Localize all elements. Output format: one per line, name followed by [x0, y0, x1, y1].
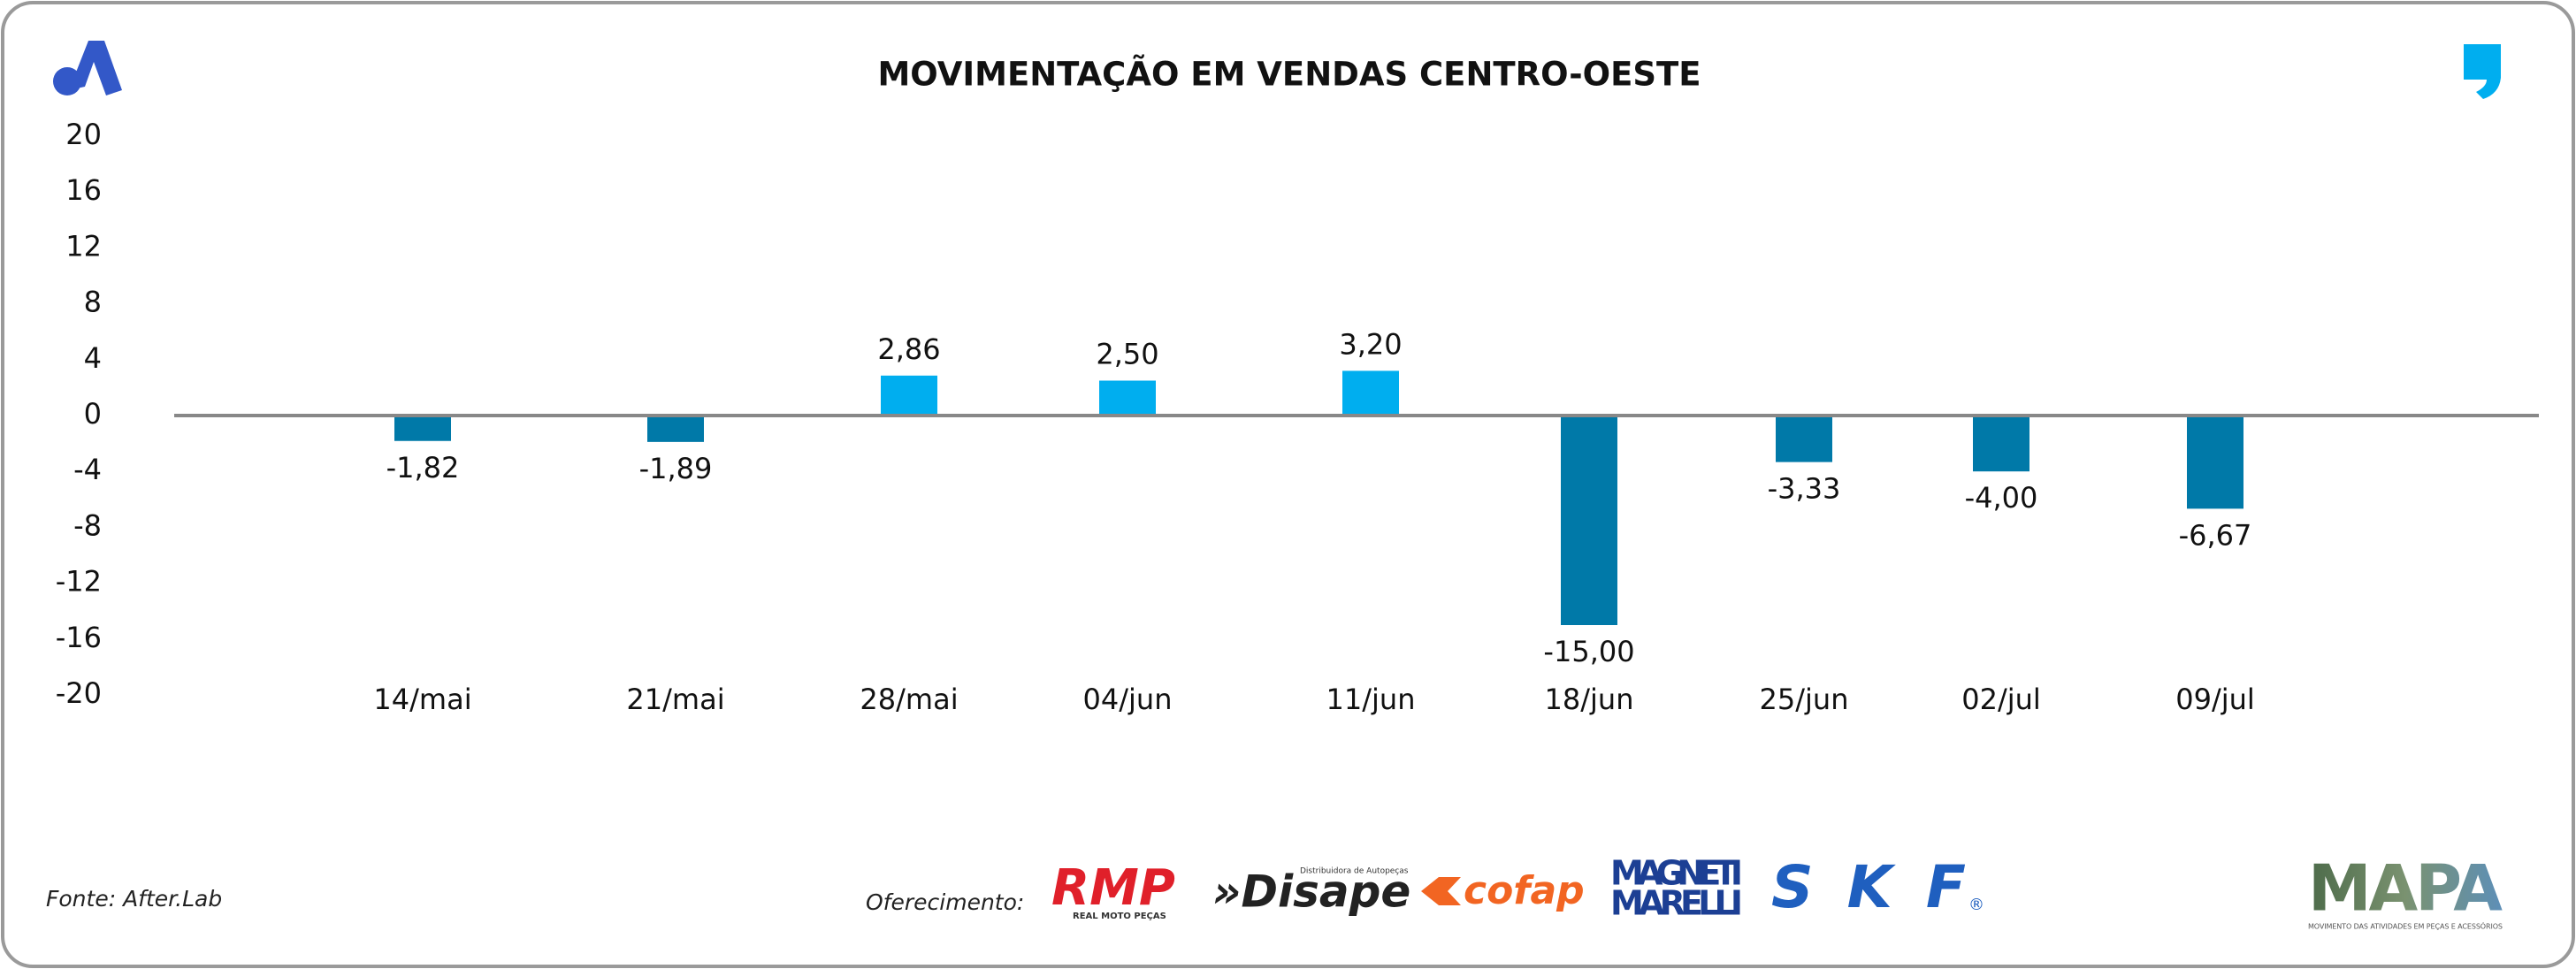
y-tick-label: 4	[84, 341, 102, 375]
sponsor-logo-sub: REAL MOTO PEÇAS	[1073, 912, 1166, 921]
value-label: -1,89	[639, 452, 713, 485]
x-tick-label: 04/jun	[1083, 683, 1173, 716]
value-label: -3,33	[1768, 472, 1841, 506]
y-tick-label: -20	[56, 676, 102, 710]
y-tick-label: -8	[73, 508, 102, 542]
sponsor-logo: »Disape	[1212, 866, 1410, 918]
bar	[2187, 416, 2243, 509]
x-tick-label: 14/mai	[373, 683, 471, 716]
source: Fonte: After.Lab	[46, 886, 222, 912]
value-label: -6,67	[2179, 518, 2252, 552]
y-tick-label: 12	[65, 229, 102, 263]
y-tick-label: -16	[56, 621, 102, 654]
bar	[881, 375, 937, 416]
value-label: -1,82	[386, 451, 460, 484]
sponsor-logo: RMP	[1051, 859, 1175, 917]
value-label: -4,00	[1965, 481, 2038, 515]
y-tick-label: 0	[84, 397, 102, 431]
bar	[1099, 380, 1156, 416]
sponsor-logo: MAGNETI	[1610, 854, 1743, 893]
sponsor-logo-mark: ®	[1968, 896, 1984, 914]
sponsor-logo: cofap	[1464, 868, 1585, 913]
y-tick-label: 8	[84, 286, 102, 319]
bar	[647, 416, 704, 442]
chart-title: MOVIMENTAÇÃO EM VENDAS CENTRO-OESTE	[877, 55, 1701, 94]
x-tick-label: 09/jul	[2175, 683, 2255, 716]
sponsor-logo: SKF	[1771, 853, 1966, 921]
bar	[394, 416, 451, 441]
value-label: 2,50	[1096, 338, 1158, 371]
brand-logo	[53, 41, 122, 95]
x-tick-label: 21/mai	[626, 683, 724, 716]
bar	[1561, 416, 1617, 625]
sponsor-logo-sub: Distribuidora de Autopeças	[1300, 867, 1409, 876]
bar	[1342, 370, 1399, 416]
x-tick-label: 02/jul	[1961, 683, 2041, 716]
y-tick-label: 20	[65, 118, 102, 151]
value-label: 2,86	[877, 332, 940, 366]
x-tick-label: 11/jun	[1326, 683, 1416, 716]
x-tick-label: 25/jun	[1760, 683, 1849, 716]
quote-icon	[2464, 44, 2501, 99]
value-label: 3,20	[1339, 327, 1402, 361]
bar	[1776, 416, 1832, 462]
value-label: -15,00	[1543, 635, 1634, 668]
x-tick-label: 18/jun	[1545, 683, 1634, 716]
y-tick-label: -4	[73, 453, 102, 486]
y-tick-label: 16	[65, 173, 102, 207]
mapa-logo: MAPA	[2308, 851, 2503, 926]
bar	[1973, 416, 2029, 472]
sponsor-logo: MARELLI	[1610, 884, 1743, 923]
cofap-icon	[1421, 877, 1461, 905]
mapa-logo-sub: MOVIMENTO DAS ATIVIDADES EM PEÇAS E ACES…	[2308, 921, 2503, 931]
sponsor-label: Oferecimento:	[866, 889, 1024, 915]
x-tick-label: 28/mai	[860, 683, 958, 716]
y-tick-label: -12	[56, 565, 102, 599]
